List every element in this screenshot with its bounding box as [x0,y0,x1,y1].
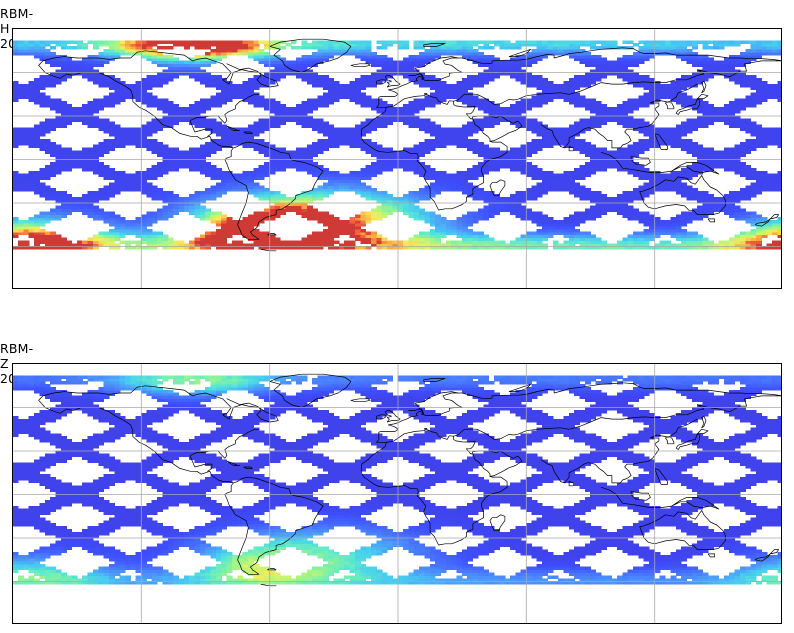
map-axes-rbm-z[interactable] [12,363,782,624]
heatmap-cells [13,375,781,585]
coastlines [38,38,781,252]
heatmap-cells [13,40,781,250]
graticule [13,364,781,623]
graticule [13,29,781,288]
map-axes-rbm-h[interactable] [12,28,782,289]
coastlines [38,373,781,587]
